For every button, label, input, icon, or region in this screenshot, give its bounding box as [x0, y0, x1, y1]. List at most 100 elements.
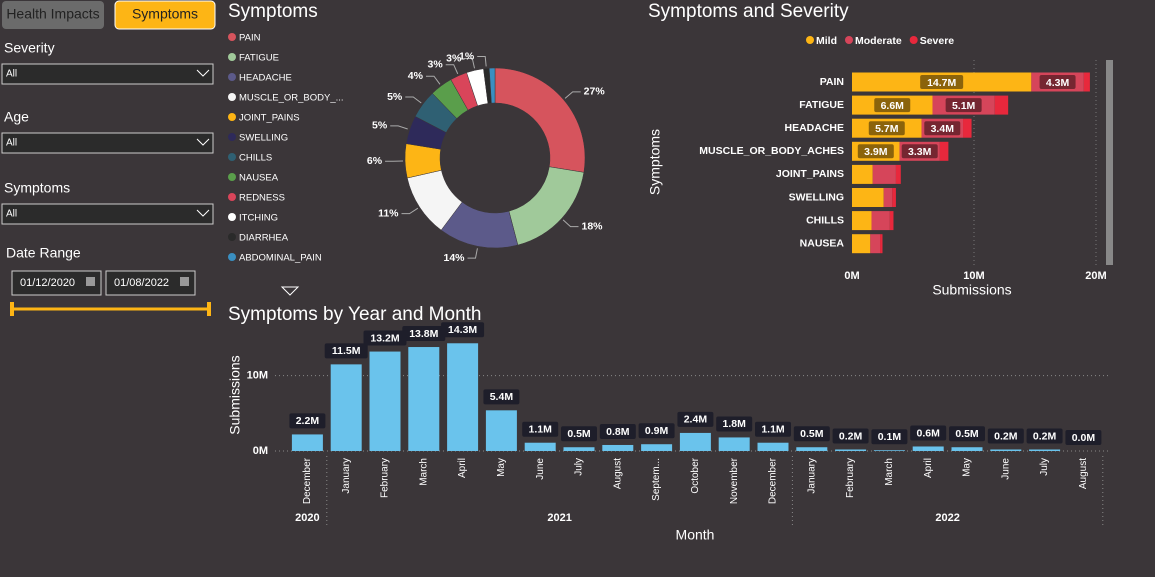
- dropdown-arrow: [196, 69, 210, 77]
- label-box: [638, 423, 675, 439]
- data-label: 6%: [367, 155, 383, 167]
- x-tick-label: March: [418, 458, 429, 486]
- data-label: 0.2M: [839, 430, 863, 442]
- leader-line: [401, 207, 419, 215]
- tab-label[interactable]: Symptoms: [132, 6, 198, 22]
- x-tick-label: May: [962, 458, 973, 477]
- data-label: 5.4M: [490, 391, 514, 403]
- label-box: [755, 421, 791, 437]
- bar-segment: [889, 211, 894, 231]
- calendar-icon: [86, 277, 95, 286]
- data-label: 11%: [378, 207, 399, 219]
- dropdown[interactable]: [1, 203, 214, 225]
- leader-line: [405, 96, 422, 104]
- label-box: [1026, 428, 1063, 444]
- x-tick-label: 10M: [963, 270, 984, 282]
- tab-label[interactable]: Health Impacts: [6, 6, 99, 22]
- x-tick-label: February: [845, 458, 856, 498]
- data-label: 0.2M: [1033, 430, 1057, 442]
- legend-label: PAIN: [239, 33, 261, 44]
- bar: [757, 442, 789, 451]
- bar-segment: [852, 211, 872, 231]
- date-value[interactable]: 01/08/2022: [114, 277, 169, 289]
- year-label: 2021: [547, 512, 571, 524]
- bar: [369, 351, 401, 451]
- dropdown-value[interactable]: All: [6, 209, 17, 220]
- label-box: [363, 330, 407, 346]
- x-tick-label: July: [574, 458, 585, 476]
- legend-label: MUSCLE_OR_BODY_...: [239, 93, 344, 104]
- y-tick-label: HEADACHE: [784, 122, 844, 134]
- leader-line: [464, 58, 476, 69]
- legend-swatch: [228, 73, 236, 81]
- bar-segment: [852, 164, 873, 184]
- legend-swatch: [228, 213, 236, 221]
- y-tick-label: NAUSEA: [800, 237, 845, 249]
- bar-segment: [921, 118, 964, 138]
- tab-active[interactable]: [114, 0, 216, 30]
- label-box: [1039, 75, 1076, 89]
- dropdown-value[interactable]: All: [6, 138, 17, 149]
- y-tick-label: 0M: [253, 445, 268, 457]
- bar: [447, 343, 479, 451]
- x-tick-label: December: [768, 457, 779, 504]
- label-box: [599, 423, 636, 439]
- slider-handle[interactable]: [10, 302, 14, 316]
- data-label: 0.1M: [878, 431, 902, 443]
- x-tick-label: June: [1000, 458, 1011, 480]
- donut-slice: [488, 67, 496, 104]
- bar: [524, 442, 556, 451]
- bar-segment: [852, 188, 884, 207]
- data-label: 0.8M: [606, 426, 630, 438]
- data-label: 2.4M: [684, 414, 708, 426]
- bar-segment: [880, 234, 883, 254]
- data-label: 2.2M: [296, 415, 320, 427]
- label-box: [868, 121, 905, 136]
- x-tick-label: October: [690, 457, 701, 493]
- x-tick-label: February: [380, 458, 391, 498]
- scrollbar[interactable]: [1106, 60, 1113, 265]
- bar-segment: [899, 141, 940, 161]
- x-tick-label: August: [1078, 458, 1089, 489]
- bar-segment: [1083, 72, 1090, 92]
- bar: [1029, 449, 1061, 451]
- expand-arrow[interactable]: [280, 286, 300, 296]
- data-label: 0.5M: [567, 428, 591, 440]
- data-label: 18%: [582, 220, 604, 232]
- data-label: 5%: [372, 120, 388, 132]
- legend-swatch: [228, 233, 236, 241]
- leader-line: [425, 75, 441, 85]
- x-tick-label: January: [341, 458, 352, 494]
- label-box: [677, 411, 714, 427]
- legend-label: SWELLING: [239, 133, 288, 144]
- x-tick-label: 20M: [1085, 270, 1106, 282]
- legend-label: ABDOMINAL_PAIN: [239, 253, 322, 264]
- dropdown[interactable]: [1, 63, 214, 85]
- bar: [330, 364, 362, 451]
- legend-swatch: [228, 53, 236, 61]
- bar: [563, 447, 595, 451]
- label-box: [793, 426, 830, 442]
- label-box: [324, 343, 368, 359]
- bar-segment: [883, 188, 893, 207]
- data-label: 4%: [408, 70, 424, 82]
- slider-handle[interactable]: [207, 302, 211, 316]
- data-label: 3.9M: [864, 146, 888, 158]
- dropdown-value[interactable]: All: [6, 69, 17, 80]
- data-label: 3.4M: [931, 123, 955, 135]
- data-label: 5.7M: [875, 123, 899, 135]
- tab[interactable]: [2, 1, 104, 29]
- chart-title: Symptoms and Severity: [648, 1, 849, 22]
- bar-segment: [892, 188, 896, 207]
- dropdown[interactable]: [1, 132, 214, 154]
- data-label: 13.8M: [409, 328, 438, 340]
- legend-swatch: [228, 173, 236, 181]
- bar: [291, 434, 323, 451]
- date-value[interactable]: 01/12/2020: [20, 277, 75, 289]
- y-tick-label: CHILLS: [806, 214, 844, 226]
- bar: [485, 410, 517, 451]
- legend-swatch: [228, 33, 236, 41]
- legend-label: Mild: [816, 35, 837, 47]
- filter-label: Severity: [4, 40, 55, 56]
